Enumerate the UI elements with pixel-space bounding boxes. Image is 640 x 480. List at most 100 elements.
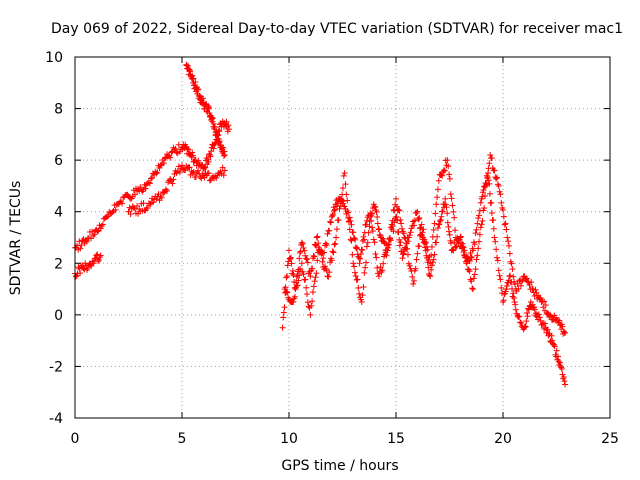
data-point bbox=[407, 229, 414, 236]
data-point bbox=[99, 221, 106, 228]
data-point bbox=[479, 193, 486, 200]
data-point bbox=[142, 185, 149, 192]
data-point bbox=[450, 247, 457, 254]
data-point bbox=[402, 235, 409, 242]
data-point bbox=[346, 214, 353, 221]
data-point bbox=[205, 104, 212, 111]
data-point bbox=[154, 169, 161, 176]
data-point bbox=[323, 241, 330, 248]
data-point bbox=[468, 254, 475, 261]
data-point bbox=[283, 274, 290, 281]
data-point bbox=[493, 246, 500, 253]
data-point bbox=[94, 251, 101, 258]
data-point bbox=[286, 247, 292, 254]
data-point bbox=[440, 167, 447, 174]
data-point bbox=[356, 260, 363, 267]
data-point bbox=[149, 174, 156, 181]
y-tick-label: -4 bbox=[49, 411, 63, 427]
data-point bbox=[445, 223, 452, 230]
data-point bbox=[363, 243, 370, 250]
data-point bbox=[376, 226, 383, 233]
data-point bbox=[326, 227, 333, 234]
data-point bbox=[471, 271, 478, 278]
data-point bbox=[422, 239, 429, 246]
data-point bbox=[463, 253, 470, 260]
data-point bbox=[333, 197, 340, 204]
data-point bbox=[109, 209, 116, 216]
data-point bbox=[507, 272, 514, 279]
data-point bbox=[344, 197, 351, 204]
data-point bbox=[495, 267, 502, 274]
data-point bbox=[500, 213, 507, 220]
data-point bbox=[483, 181, 490, 188]
data-point bbox=[561, 378, 568, 385]
data-point bbox=[297, 265, 304, 272]
x-tick-label: 20 bbox=[494, 431, 512, 447]
data-point bbox=[284, 262, 291, 269]
data-point bbox=[329, 248, 336, 255]
data-point bbox=[325, 273, 332, 280]
data-point bbox=[308, 302, 315, 309]
data-point bbox=[355, 284, 362, 291]
data-point bbox=[140, 200, 147, 207]
data-point bbox=[425, 257, 432, 264]
data-point bbox=[510, 273, 517, 280]
data-point bbox=[386, 236, 393, 243]
data-point bbox=[304, 259, 311, 266]
data-point bbox=[301, 247, 308, 254]
data-point bbox=[368, 217, 375, 224]
data-point bbox=[205, 170, 212, 177]
data-point bbox=[560, 328, 567, 335]
data-point bbox=[80, 236, 87, 243]
data-point bbox=[562, 381, 569, 388]
data-point bbox=[414, 250, 421, 257]
data-point bbox=[531, 306, 538, 313]
data-point bbox=[289, 299, 296, 306]
data-point bbox=[131, 191, 138, 198]
data-point bbox=[161, 155, 168, 162]
data-point bbox=[398, 225, 405, 232]
data-point bbox=[396, 207, 403, 214]
data-point bbox=[460, 249, 467, 256]
data-point bbox=[422, 240, 429, 247]
data-point bbox=[448, 195, 455, 202]
data-point bbox=[528, 279, 535, 286]
data-point bbox=[510, 294, 517, 301]
data-point bbox=[300, 244, 307, 251]
data-point bbox=[330, 211, 337, 218]
data-point bbox=[332, 206, 339, 213]
data-point bbox=[303, 284, 310, 291]
data-point bbox=[437, 218, 444, 225]
data-point bbox=[362, 264, 369, 271]
data-point bbox=[473, 256, 480, 263]
data-point bbox=[436, 221, 443, 228]
data-point bbox=[523, 318, 530, 325]
data-point bbox=[369, 228, 376, 235]
data-point bbox=[427, 260, 434, 267]
data-point bbox=[314, 257, 321, 264]
data-point bbox=[457, 233, 464, 240]
data-point bbox=[510, 290, 517, 297]
data-point bbox=[95, 258, 102, 265]
data-point bbox=[424, 246, 431, 253]
data-point bbox=[155, 191, 162, 198]
data-point bbox=[399, 255, 406, 262]
data-point bbox=[505, 238, 512, 245]
data-point bbox=[523, 310, 530, 317]
data-point bbox=[186, 164, 193, 171]
data-point bbox=[379, 267, 386, 274]
data-point bbox=[410, 277, 417, 284]
data-point bbox=[385, 241, 392, 248]
y-axis-label: SDTVAR / TECUs bbox=[8, 181, 24, 296]
data-point bbox=[145, 179, 152, 186]
data-point bbox=[144, 205, 151, 212]
data-point bbox=[377, 264, 384, 271]
data-point bbox=[541, 320, 548, 327]
data-point bbox=[220, 172, 227, 179]
data-point bbox=[88, 263, 95, 270]
data-point bbox=[480, 187, 487, 194]
data-point bbox=[119, 200, 126, 207]
data-point bbox=[561, 329, 568, 336]
x-tick-label: 10 bbox=[280, 431, 298, 447]
data-point bbox=[199, 170, 206, 177]
